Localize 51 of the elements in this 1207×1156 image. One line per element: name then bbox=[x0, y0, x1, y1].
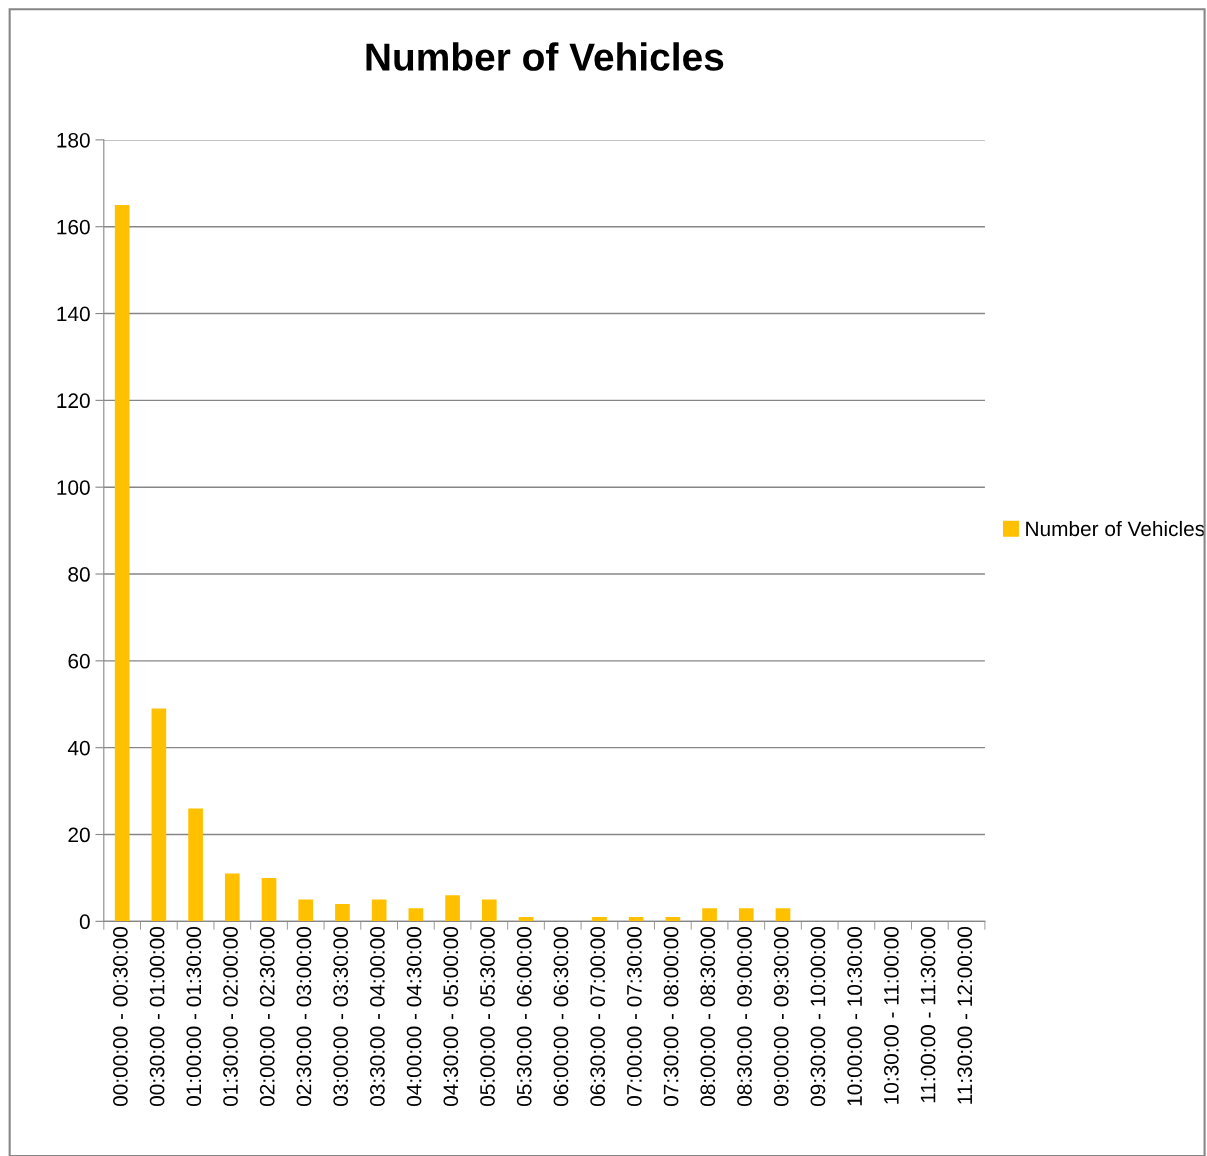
bar bbox=[261, 877, 277, 922]
bar bbox=[188, 808, 203, 922]
y-tick-label: 80 bbox=[68, 567, 90, 582]
x-tick-label: 10:00:00 - 10:30:00 bbox=[847, 926, 863, 1106]
x-tick-label: 09:00:00 - 09:30:00 bbox=[773, 926, 789, 1107]
x-tick-label: 08:30:00 - 09:00:00 bbox=[737, 926, 752, 1107]
x-tick-label: 10:30:00 - 11:00:00 bbox=[883, 926, 899, 1104]
x-tick-label: 08:00:00 - 08:30:00 bbox=[700, 926, 716, 1107]
x-tick-label: 07:30:00 - 08:00:00 bbox=[663, 926, 679, 1107]
bar bbox=[371, 899, 387, 922]
x-tick-label: 04:30:00 - 05:00:00 bbox=[443, 926, 459, 1107]
x-tick-label: 02:00:00 - 02:30:00 bbox=[259, 926, 275, 1107]
y-tick-label: 20 bbox=[68, 827, 90, 843]
legend-label: Number of Vehicles bbox=[1026, 520, 1205, 537]
y-tick-label: 140 bbox=[57, 306, 90, 322]
x-tick-label: 06:00:00 - 06:30:00 bbox=[553, 926, 569, 1107]
x-tick-label: 00:00:00 - 00:30:00 bbox=[113, 926, 128, 1107]
y-tick-label: 60 bbox=[68, 653, 90, 669]
bar bbox=[151, 708, 167, 922]
x-tick-label: 05:30:00 - 06:00:00 bbox=[516, 926, 532, 1107]
x-tick-label: 01:30:00 - 02:00:00 bbox=[223, 926, 238, 1107]
bar bbox=[702, 908, 717, 922]
x-tick-label: 05:00:00 - 05:30:00 bbox=[480, 926, 495, 1107]
x-tick-label: 04:00:00 - 04:30:00 bbox=[406, 926, 422, 1107]
bar bbox=[445, 895, 460, 922]
bar bbox=[298, 899, 314, 922]
x-tick-label: 11:00:00 - 11:30:00 bbox=[920, 926, 936, 1103]
x-tick-label: 06:30:00 - 07:00:00 bbox=[590, 926, 606, 1107]
x-tick-label: 02:30:00 - 03:00:00 bbox=[296, 926, 312, 1107]
x-tick-label: 01:00:00 - 01:30:00 bbox=[186, 926, 202, 1107]
y-tick-label: 120 bbox=[57, 393, 90, 409]
bar bbox=[335, 903, 350, 922]
x-tick-label: 09:30:00 - 10:00:00 bbox=[810, 926, 826, 1107]
chart-title: Number of Vehicles bbox=[366, 42, 724, 71]
x-tick-label: 00:30:00 - 01:00:00 bbox=[149, 926, 165, 1107]
bar bbox=[224, 873, 240, 922]
bar bbox=[408, 908, 424, 922]
y-tick-label: 0 bbox=[79, 914, 90, 930]
y-tick-label: 160 bbox=[57, 219, 90, 235]
bar bbox=[481, 899, 497, 922]
bar bbox=[738, 908, 754, 922]
x-tick-label: 11:30:00 - 12:00:00 bbox=[957, 926, 973, 1104]
y-tick-label: 40 bbox=[67, 740, 90, 756]
y-tick-label: 180 bbox=[57, 132, 90, 148]
bar bbox=[592, 916, 607, 922]
bar bbox=[114, 205, 130, 922]
x-tick-label: 03:00:00 - 03:30:00 bbox=[333, 926, 349, 1107]
x-tick-label: 07:00:00 - 07:30:00 bbox=[626, 926, 642, 1107]
y-tick-label: 100 bbox=[57, 480, 90, 495]
bar bbox=[775, 908, 791, 922]
x-tick-label: 03:30:00 - 04:00:00 bbox=[369, 926, 385, 1107]
